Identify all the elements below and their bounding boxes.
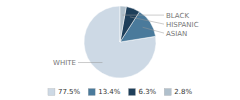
slice-label: ASIAN (166, 30, 187, 38)
leader-line (130, 17, 164, 24)
leader-line (143, 27, 164, 33)
chart: WHITE BLACKHISPANICASIAN 77.5% 13.4% 6.3% 2.8… (0, 0, 240, 100)
legend-item: 77.5% (48, 88, 81, 96)
pie-slice (84, 6, 156, 78)
pie-slice (120, 7, 139, 42)
slice-label: BLACK (166, 12, 189, 20)
legend-item: 13.4% (88, 88, 121, 96)
leader-line (122, 15, 164, 16)
annotations: WHITE BLACKHISPANICASIAN (53, 12, 199, 67)
pie-slice (120, 6, 126, 42)
legend: 77.5% 13.4% 6.3% 2.8% (48, 88, 192, 96)
legend-swatch (88, 89, 95, 96)
legend-label: 2.8% (174, 88, 192, 96)
legend-swatch (128, 89, 135, 96)
legend-label: 77.5% (58, 88, 81, 96)
leader-line (78, 62, 102, 63)
slice-label: WHITE (53, 59, 76, 67)
legend-item: 2.8% (164, 88, 192, 96)
legend-swatch (164, 89, 171, 96)
legend-label: 13.4% (98, 88, 121, 96)
legend-label: 6.3% (138, 88, 156, 96)
legend-item: 6.3% (128, 88, 156, 96)
legend-swatch (48, 89, 55, 96)
slice-label: HISPANIC (166, 21, 199, 29)
pie (84, 6, 156, 78)
